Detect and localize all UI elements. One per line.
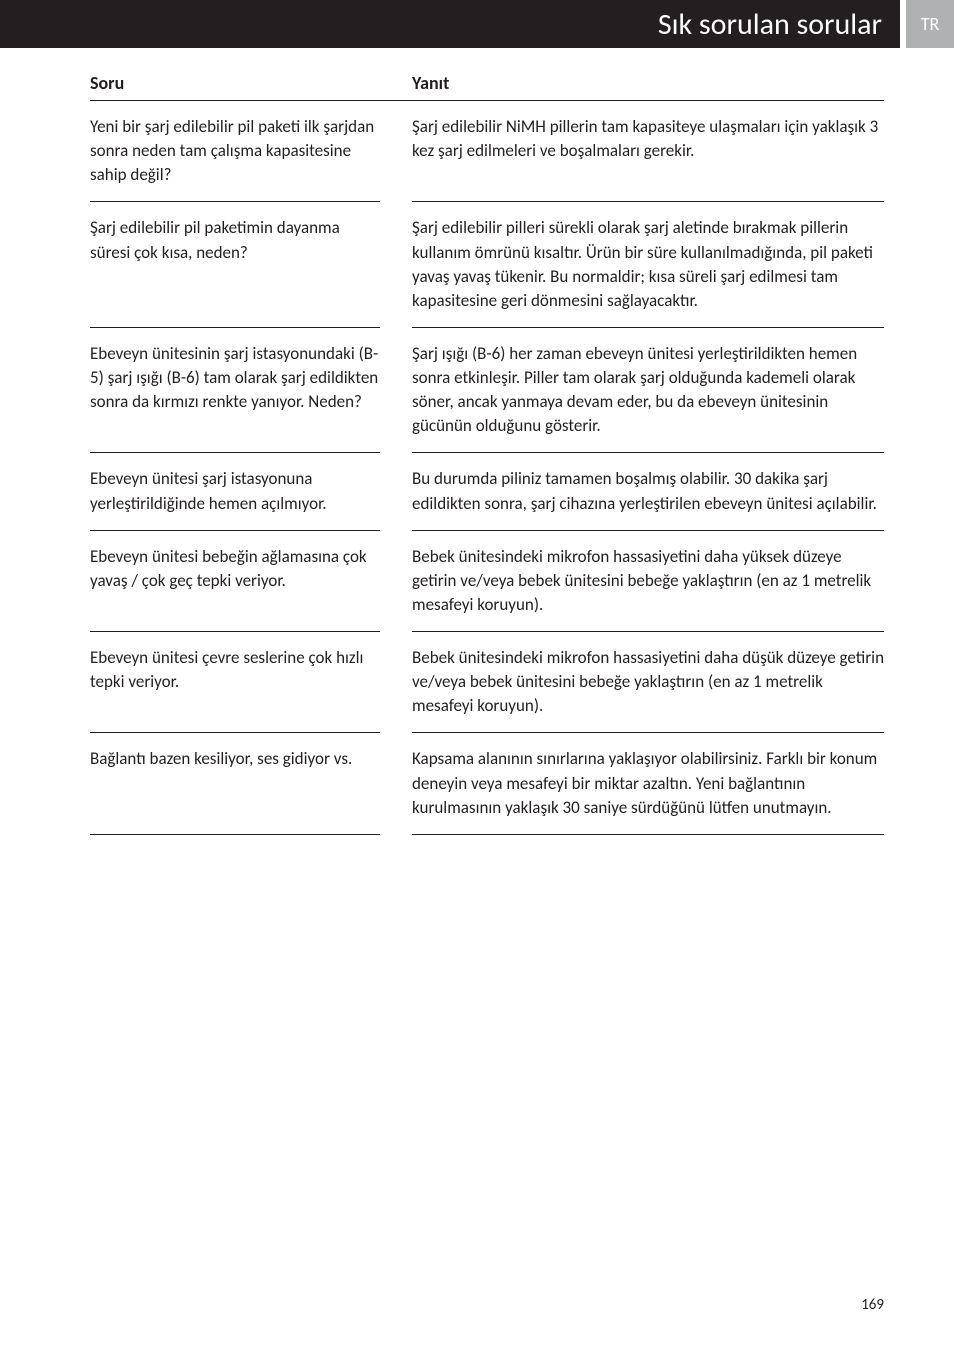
table-row: Ebeveyn ünitesi çevre seslerine çok hızl…	[90, 646, 884, 747]
answer-cell: Şarj edilebilir NiMH pillerin tam kapasi…	[412, 115, 884, 202]
header-black-bar: Sık sorulan sorular	[0, 0, 900, 48]
question-cell: Ebeveyn ünitesi bebeğin ağlamasına çok y…	[90, 545, 380, 632]
question-cell: Ebeveyn ünitesi şarj istasyonuna yerleşt…	[90, 467, 380, 530]
content-area: Soru Yanıt Yeni bir şarj edilebilir pil …	[0, 72, 954, 849]
table-row: Yeni bir şarj edilebilir pil paketi ilk …	[90, 115, 884, 216]
question-cell: Ebeveyn ünitesi çevre seslerine çok hızl…	[90, 646, 380, 733]
answer-cell: Şarj edilebilir pilleri sürekli olarak ş…	[412, 216, 884, 328]
answer-header: Yanıt	[412, 72, 884, 94]
language-badge: TR	[906, 0, 954, 48]
question-cell: Şarj edilebilir pil paketimin dayanma sü…	[90, 216, 380, 328]
table-row: Bağlantı bazen kesiliyor, ses gidiyor vs…	[90, 747, 884, 848]
question-cell: Ebeveyn ünitesinin şarj istasyonundaki (…	[90, 342, 380, 454]
answer-cell: Bu durumda piliniz tamamen boşalmış olab…	[412, 467, 884, 530]
table-row: Ebeveyn ünitesi şarj istasyonuna yerleşt…	[90, 467, 884, 544]
language-badge-label: TR	[921, 13, 940, 35]
page-number: 169	[861, 1296, 884, 1314]
question-cell: Bağlantı bazen kesiliyor, ses gidiyor vs…	[90, 747, 380, 834]
header-bar: Sık sorulan sorular TR	[0, 0, 954, 48]
answer-cell: Bebek ünitesindeki mikrofon hassasiyetin…	[412, 545, 884, 632]
table-row: Ebeveyn ünitesi bebeğin ağlamasına çok y…	[90, 545, 884, 646]
table-row: Şarj edilebilir pil paketimin dayanma sü…	[90, 216, 884, 342]
answer-cell: Şarj ışığı (B-6) her zaman ebeveyn ünite…	[412, 342, 884, 454]
table-header-row: Soru Yanıt	[90, 72, 884, 101]
question-header: Soru	[90, 72, 380, 94]
answer-cell: Kapsama alanının sınırlarına yaklaşıyor …	[412, 747, 884, 834]
question-cell: Yeni bir şarj edilebilir pil paketi ilk …	[90, 115, 380, 202]
page-title: Sık sorulan sorular	[658, 6, 882, 43]
table-row: Ebeveyn ünitesinin şarj istasyonundaki (…	[90, 342, 884, 468]
answer-cell: Bebek ünitesindeki mikrofon hassasiyetin…	[412, 646, 884, 733]
